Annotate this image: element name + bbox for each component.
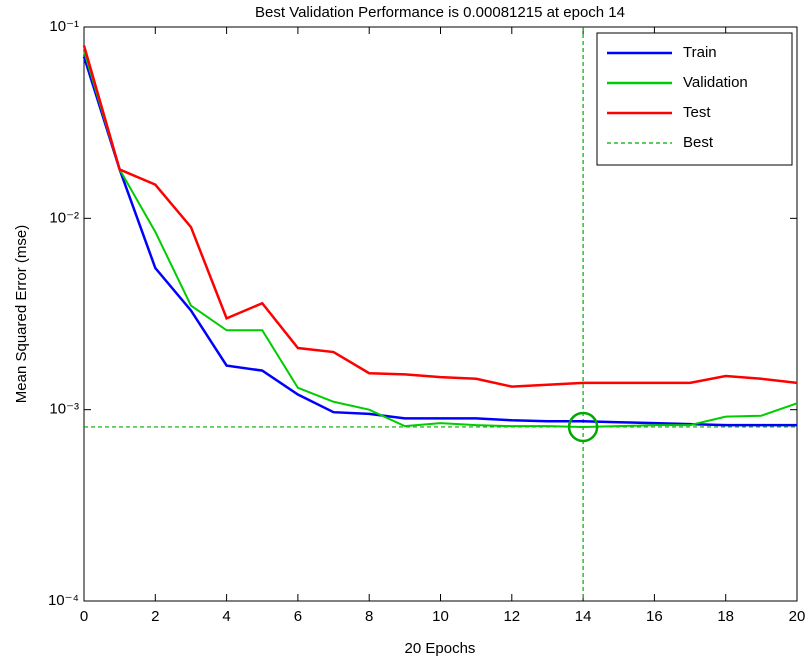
x-tick-label: 6 bbox=[294, 608, 302, 625]
x-tick-label: 0 bbox=[80, 608, 88, 625]
y-tick-label: 10⁻³ bbox=[49, 401, 79, 418]
legend-label: Validation bbox=[683, 74, 748, 91]
x-tick-label: 18 bbox=[717, 608, 734, 625]
x-tick-label: 14 bbox=[575, 608, 592, 625]
chart-title: Best Validation Performance is 0.0008121… bbox=[255, 4, 625, 21]
x-tick-label: 16 bbox=[646, 608, 663, 625]
x-tick-label: 4 bbox=[222, 608, 230, 625]
best-marker bbox=[567, 411, 599, 443]
series-line bbox=[83, 50, 798, 428]
legend-label: Test bbox=[683, 104, 711, 121]
y-axis-label: Mean Squared Error (mse) bbox=[13, 225, 30, 403]
x-tick-label: 8 bbox=[365, 608, 373, 625]
series-line bbox=[82, 45, 798, 388]
y-tick-label: 10⁻⁴ bbox=[48, 592, 79, 609]
x-tick-label: 20 bbox=[789, 608, 806, 625]
legend-label: Best bbox=[683, 134, 714, 151]
x-axis-label: 20 Epochs bbox=[405, 640, 476, 657]
y-tick-label: 10⁻¹ bbox=[49, 18, 79, 35]
series-line bbox=[82, 56, 797, 427]
x-tick-label: 12 bbox=[503, 608, 520, 625]
x-tick-label: 10 bbox=[432, 608, 449, 625]
legend-label: Train bbox=[683, 44, 717, 61]
x-tick-label: 2 bbox=[151, 608, 159, 625]
y-tick-label: 10⁻² bbox=[49, 209, 79, 226]
